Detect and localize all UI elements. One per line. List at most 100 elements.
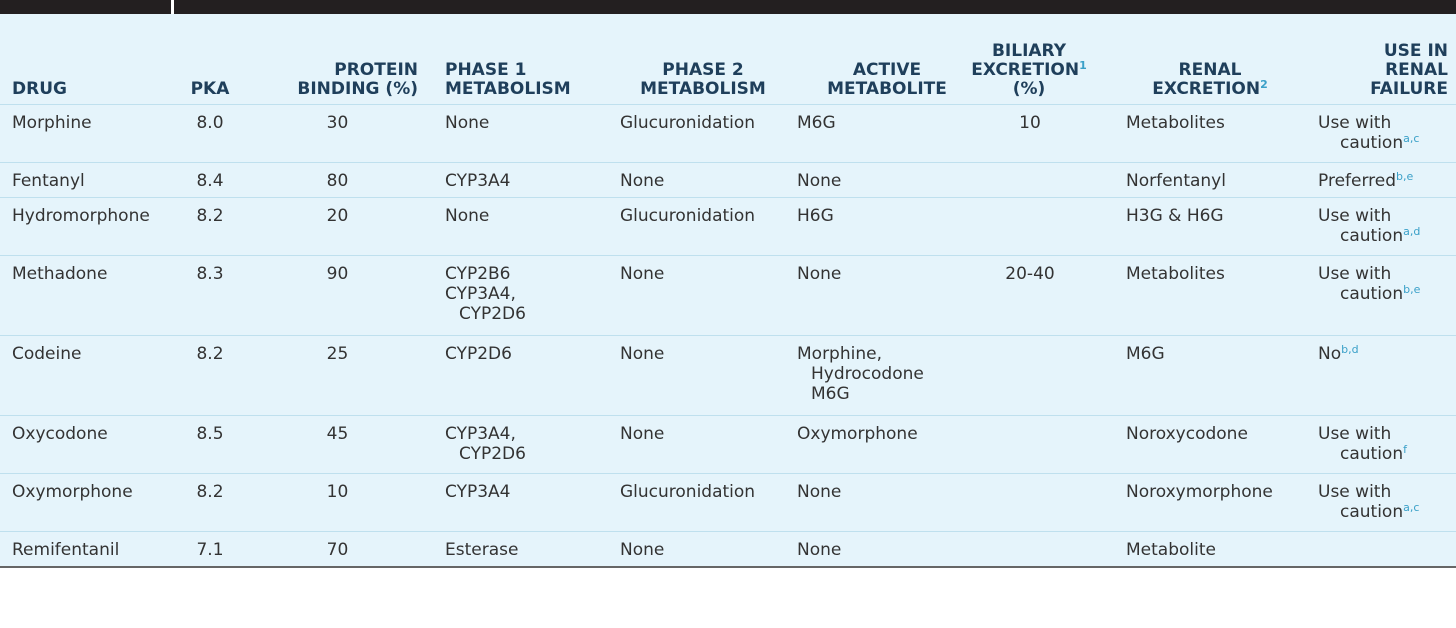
- cell-use-line: cautionf: [1318, 444, 1453, 464]
- cell-use-line: cautiona,d: [1318, 226, 1453, 246]
- cell-biliary: [985, 474, 1075, 531]
- header-pka: PKA: [190, 79, 230, 99]
- cell-pka: 8.3: [196, 264, 224, 284]
- cell-active-metabolite: Oxymorphone: [797, 416, 967, 473]
- cell-phase2: Glucuronidation: [620, 482, 756, 502]
- cell-phase1: CYP2B6 CYP3A4, CYP2D6: [445, 256, 615, 335]
- cell-use-line: cautiona,c: [1318, 502, 1453, 522]
- footnote-marker: b,e: [1396, 170, 1414, 183]
- cell-use-text: caution: [1340, 133, 1404, 153]
- cell-biliary: [985, 163, 1075, 197]
- cell-phase1: CYP3A4: [445, 474, 615, 531]
- cell-pka: 8.2: [196, 344, 224, 364]
- cell-active-line: Oxymorphone: [797, 424, 918, 444]
- cell-drug: Fentanyl: [12, 171, 85, 191]
- footnote-marker: b,d: [1341, 343, 1359, 356]
- header-phase2: PHASE 2 METABOLISM: [640, 60, 766, 99]
- header-active-metabolite: ACTIVE METABOLITE: [827, 60, 947, 99]
- cell-protein-binding: 80: [326, 171, 349, 191]
- cell-phase2: None: [620, 171, 665, 191]
- cell-drug: Hydromorphone: [12, 206, 150, 226]
- cell-protein-binding: 30: [326, 113, 349, 133]
- header-biliary-excretion: BILIARY EXCRETION1 (%): [971, 41, 1087, 99]
- cell-active-line: Morphine,: [797, 344, 882, 364]
- cell-phase2: None: [620, 264, 665, 284]
- cell-phase1: CYP3A4: [445, 163, 615, 197]
- cell-phase1: Esterase: [445, 532, 615, 566]
- cell-phase1-line: CYP3A4,: [445, 424, 516, 444]
- cell-use-in-renal-failure: Use with cautiona,c: [1318, 105, 1453, 162]
- cell-phase1-line: None: [445, 113, 490, 133]
- cell-phase2: None: [620, 424, 665, 444]
- cell-biliary: 20-40: [1005, 264, 1055, 284]
- cell-biliary: [985, 198, 1075, 255]
- cell-active-metabolite: None: [797, 474, 967, 531]
- cell-active-line: Hydrocodone: [811, 364, 924, 384]
- table-row: Remifentanil 7.1 70 Esterase None None Metabol…: [0, 531, 1456, 566]
- cell-active-line: None: [797, 264, 842, 284]
- cell-phase1-line: CYP2D6: [459, 444, 526, 464]
- cell-drug: Oxymorphone: [12, 482, 133, 502]
- cell-use-line: Use with: [1318, 264, 1392, 284]
- opioid-table: DRUG PKA PROTEIN BINDING (%) PHASE 1 METAB…: [0, 14, 1456, 568]
- cell-drug: Remifentanil: [12, 540, 120, 560]
- cell-renal: Noroxycodone: [1126, 424, 1248, 444]
- cell-active-line: None: [797, 540, 842, 560]
- cell-drug: Codeine: [12, 344, 82, 364]
- cell-renal: Metabolites: [1126, 264, 1225, 284]
- cell-active-metabolite: H6G: [797, 198, 967, 255]
- cell-use-line: Use with: [1318, 482, 1392, 502]
- cell-pka: 8.5: [196, 424, 224, 444]
- cell-use-line: cautionb,e: [1318, 284, 1453, 304]
- cell-active-metabolite: Morphine, Hydrocodone M6G: [797, 336, 967, 415]
- cell-biliary: [985, 416, 1075, 473]
- cell-active-line: M6G: [797, 113, 836, 133]
- cell-use-line: Use with: [1318, 113, 1392, 133]
- cell-pka: 8.2: [196, 482, 224, 502]
- footnote-marker: a,c: [1403, 132, 1420, 145]
- cell-phase1-line: Esterase: [445, 540, 519, 560]
- cell-phase1-line: CYP3A4,: [445, 284, 516, 304]
- cell-phase1: None: [445, 198, 615, 255]
- cell-protein-binding: 20: [326, 206, 349, 226]
- cell-phase1-line: CYP2D6: [445, 344, 512, 364]
- cell-use-text: caution: [1340, 502, 1404, 522]
- cell-use-line: Nob,d: [1318, 344, 1453, 364]
- cell-phase1-line: CYP2B6: [445, 264, 511, 284]
- cell-protein-binding: 70: [326, 540, 349, 560]
- cell-use-line: Use with: [1318, 206, 1392, 226]
- cell-use-in-renal-failure: Use with cautionf: [1318, 416, 1453, 473]
- cell-renal: H3G & H6G: [1126, 206, 1224, 226]
- cell-phase2: Glucuronidation: [620, 206, 756, 226]
- table-row: Morphine 8.0 30 None Glucuronidation M6G 10 Met…: [0, 104, 1456, 162]
- cell-use-in-renal-failure: Use with cautionb,e: [1318, 256, 1453, 335]
- cell-renal: Norfentanyl: [1126, 171, 1226, 191]
- cell-use-in-renal-failure: Use with cautiona,d: [1318, 198, 1453, 255]
- cell-use-in-renal-failure: Nob,d: [1318, 336, 1453, 415]
- header-protein-binding: PROTEIN BINDING (%): [297, 60, 418, 99]
- cell-active-metabolite: M6G: [797, 105, 967, 162]
- top-bar-notch: [171, 0, 174, 14]
- cell-active-metabolite: None: [797, 163, 967, 197]
- cell-active-metabolite: None: [797, 256, 967, 335]
- cell-use-text: caution: [1340, 226, 1404, 246]
- header-phase1: PHASE 1 METABOLISM: [445, 60, 571, 99]
- footnote-marker: f: [1403, 443, 1407, 456]
- cell-biliary: 10: [1019, 113, 1041, 133]
- cell-active-line: None: [797, 482, 842, 502]
- table-row: Fentanyl 8.4 80 CYP3A4 None None Norfentanyl Pr…: [0, 162, 1456, 197]
- cell-phase1-line: CYP3A4: [445, 482, 511, 502]
- cell-use-text: No: [1318, 344, 1342, 364]
- footnote-marker: a,d: [1403, 225, 1421, 238]
- cell-renal: M6G: [1126, 344, 1165, 364]
- cell-use-line: cautiona,c: [1318, 133, 1453, 153]
- cell-use-text: Preferred: [1318, 171, 1397, 191]
- cell-protein-binding: 90: [326, 264, 349, 284]
- cell-pka: 7.1: [196, 540, 224, 560]
- cell-use-line: Use with: [1318, 424, 1392, 444]
- cell-use-in-renal-failure: Preferredb,e: [1318, 163, 1453, 197]
- cell-biliary: [985, 336, 1075, 415]
- cell-renal: Metabolite: [1126, 540, 1216, 560]
- header-drug: DRUG: [12, 79, 67, 99]
- footnote-marker: b,e: [1403, 283, 1421, 296]
